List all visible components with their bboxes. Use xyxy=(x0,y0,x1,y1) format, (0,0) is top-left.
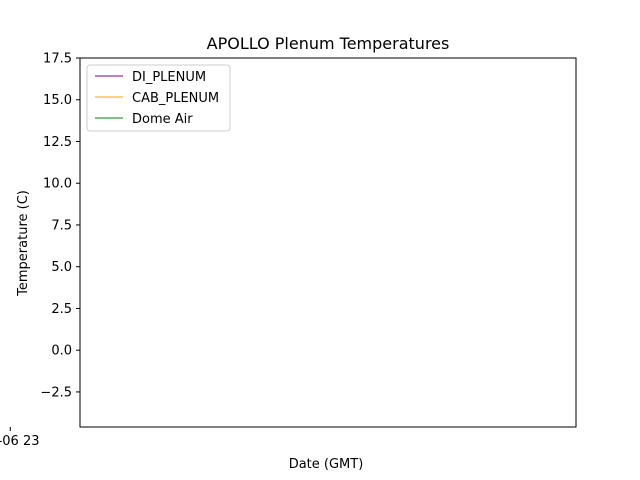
legend: DI_PLENUM CAB_PLENUM Dome Air xyxy=(86,64,231,132)
x-tick-label: 01-06 23 xyxy=(0,434,39,449)
y-tick-label: 10.0 xyxy=(43,177,72,192)
y-tick-label: 5.0 xyxy=(51,260,72,275)
legend-box xyxy=(86,64,231,132)
y-tick-label: 2.5 xyxy=(51,302,72,317)
y-tick-label: 12.5 xyxy=(43,135,72,150)
x-axis-label: Date (GMT) xyxy=(289,457,364,472)
chart-title: APOLLO Plenum Temperatures xyxy=(207,34,450,53)
y-tick-label: −2.5 xyxy=(40,385,72,400)
y-axis-label: Temperature (C) xyxy=(16,190,31,297)
plot-frame xyxy=(79,57,577,428)
legend-label-dome-air: Dome Air xyxy=(132,112,193,127)
y-tick-label: 0.0 xyxy=(51,344,72,359)
y-ticks: −2.5 0.0 2.5 5.0 7.5 10.0 12.5 15.0 17.5 xyxy=(40,52,80,400)
y-tick-label: 7.5 xyxy=(51,218,72,233)
legend-label-cab-plenum: CAB_PLENUM xyxy=(132,91,219,106)
plot-area xyxy=(79,57,577,428)
x-tick-label: 01-06 19 xyxy=(0,434,1,449)
x-ticks: 01-05 1501-05 1901-05 2301-06 0301-06 07… xyxy=(0,427,39,449)
y-tick-label: 15.0 xyxy=(43,93,72,108)
y-tick-label: 17.5 xyxy=(43,52,72,67)
legend-label-di-plenum: DI_PLENUM xyxy=(132,70,206,85)
